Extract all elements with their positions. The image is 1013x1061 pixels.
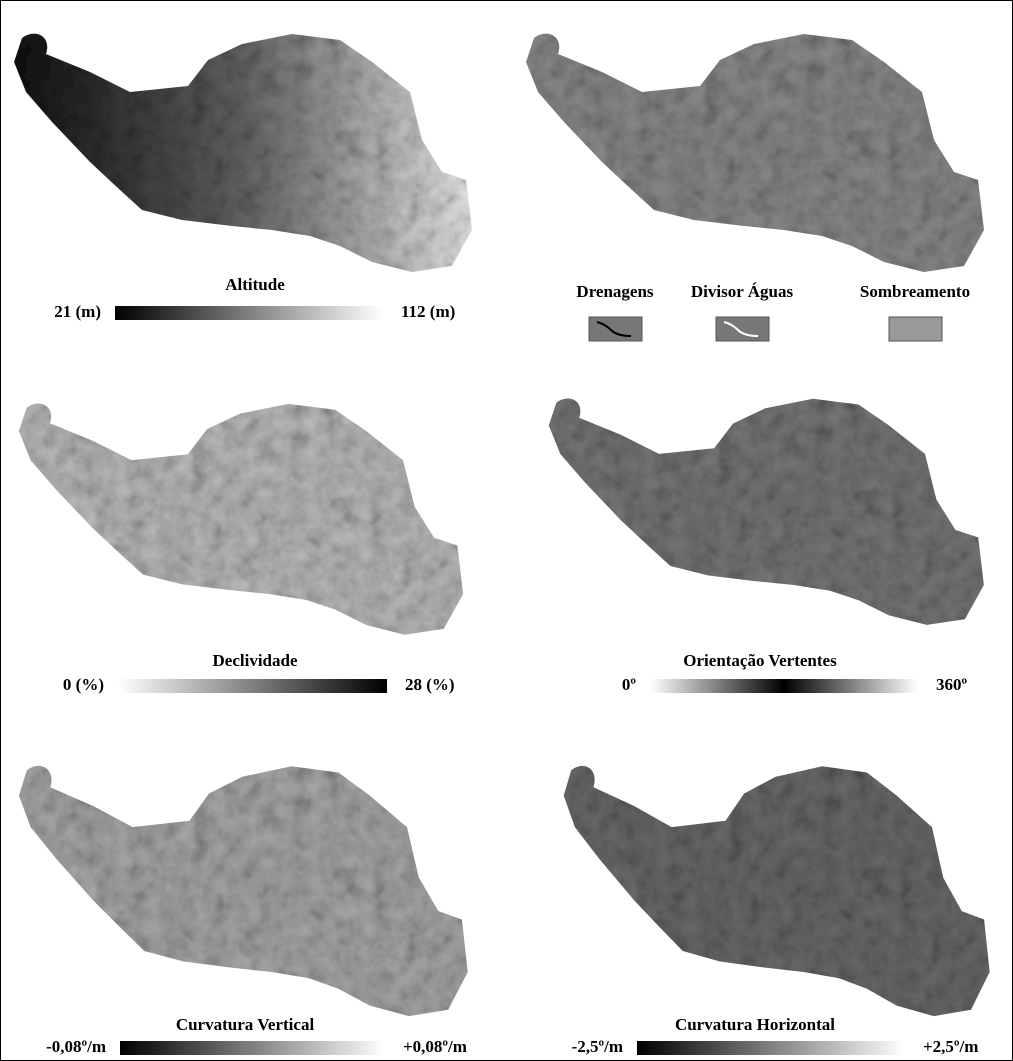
legend-line xyxy=(596,321,632,337)
map-aspect xyxy=(548,398,984,625)
legend-swatch xyxy=(588,316,643,342)
scale-min-label: -0,08º/m xyxy=(46,1037,106,1056)
scale-max-label: 112 (m) xyxy=(401,302,455,321)
color-scale xyxy=(650,679,918,693)
legend-label: Drenagens xyxy=(576,282,654,301)
map-horizontal-curvature xyxy=(563,765,990,1017)
color-scale xyxy=(118,679,387,693)
color-scale xyxy=(637,1041,905,1055)
map-slope xyxy=(18,403,464,635)
map-drainage xyxy=(526,33,984,272)
color-scale xyxy=(115,306,383,320)
panel-title: Altitude xyxy=(225,275,285,294)
scale-max-label: +0,08º/m xyxy=(403,1037,467,1056)
map-altitude xyxy=(14,33,472,272)
legend-line xyxy=(723,321,759,337)
color-scale xyxy=(120,1041,385,1055)
legend-swatch xyxy=(715,316,770,342)
scale-max-label: 28 (%) xyxy=(405,675,455,694)
legend-label: Sombreamento xyxy=(860,282,970,301)
scale-max-label: 360º xyxy=(936,675,968,694)
legend-swatch xyxy=(888,316,943,342)
scale-max-label: +2,5º/m xyxy=(923,1037,978,1056)
legend-label: Divisor Águas xyxy=(691,282,794,301)
scale-min-label: 0º xyxy=(622,675,637,694)
panel-title: Orientação Vertentes xyxy=(683,651,837,670)
scale-min-label: -2,5º/m xyxy=(572,1037,623,1056)
panel-title: Curvatura Horizontal xyxy=(675,1015,835,1034)
panel-title: Curvatura Vertical xyxy=(176,1015,315,1034)
map-vertical-curvature xyxy=(18,765,468,1017)
scale-min-label: 0 (%) xyxy=(63,675,104,694)
scale-min-label: 21 (m) xyxy=(54,302,101,321)
panel-title: Declividade xyxy=(213,651,298,670)
